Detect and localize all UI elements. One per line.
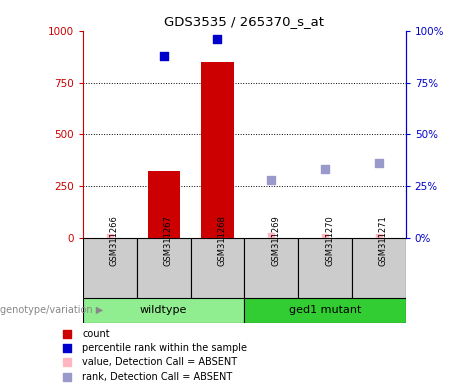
- Bar: [244, 298, 406, 323]
- Bar: [201, 62, 234, 238]
- Text: wildtype: wildtype: [140, 305, 187, 315]
- Point: [106, 234, 113, 240]
- Text: ged1 mutant: ged1 mutant: [289, 305, 361, 315]
- Point: [292, 156, 299, 162]
- Text: GSM311266: GSM311266: [110, 216, 119, 266]
- Text: GSM311267: GSM311267: [164, 216, 173, 266]
- Text: percentile rank within the sample: percentile rank within the sample: [83, 343, 248, 353]
- Point: [321, 234, 329, 240]
- Point: [267, 233, 275, 240]
- Text: GSM311271: GSM311271: [379, 216, 388, 266]
- Text: value, Detection Call = ABSENT: value, Detection Call = ABSENT: [83, 358, 237, 367]
- Title: GDS3535 / 265370_s_at: GDS3535 / 265370_s_at: [164, 15, 325, 28]
- Text: rank, Detection Call = ABSENT: rank, Detection Call = ABSENT: [83, 372, 233, 382]
- Bar: [352, 238, 406, 298]
- Point: [375, 161, 383, 167]
- Point: [375, 234, 383, 240]
- Bar: [137, 238, 190, 298]
- Text: GSM311268: GSM311268: [218, 216, 226, 266]
- Point: [292, 25, 299, 31]
- Bar: [83, 298, 244, 323]
- Bar: [83, 238, 137, 298]
- Point: [292, 287, 299, 293]
- Bar: [190, 238, 244, 298]
- Point: [160, 53, 167, 59]
- Bar: [298, 238, 352, 298]
- Bar: [148, 170, 180, 238]
- Text: count: count: [83, 329, 110, 339]
- Point: [321, 166, 329, 172]
- Text: genotype/variation ▶: genotype/variation ▶: [0, 305, 103, 315]
- Text: GSM311270: GSM311270: [325, 216, 334, 266]
- Point: [214, 36, 221, 42]
- Point: [267, 177, 275, 183]
- Text: GSM311269: GSM311269: [271, 216, 280, 266]
- Bar: [244, 238, 298, 298]
